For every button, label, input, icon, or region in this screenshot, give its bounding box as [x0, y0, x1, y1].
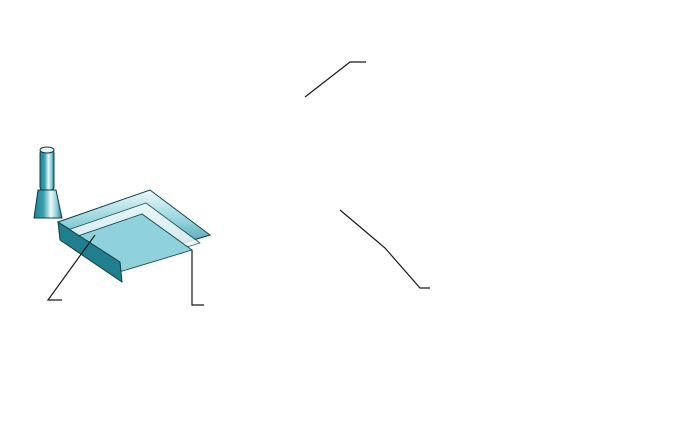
optical-mirror-figure	[33, 61, 430, 306]
winston-leader	[339, 209, 430, 289]
elliptical-leader	[304, 61, 366, 98]
photomultiplier-leader	[191, 250, 204, 306]
hyperbolic-leader	[46, 234, 96, 301]
leader-lines	[46, 61, 430, 306]
left-photomultiplier-tube	[33, 146, 63, 219]
hyperbolic-mirror-block	[56, 189, 212, 284]
